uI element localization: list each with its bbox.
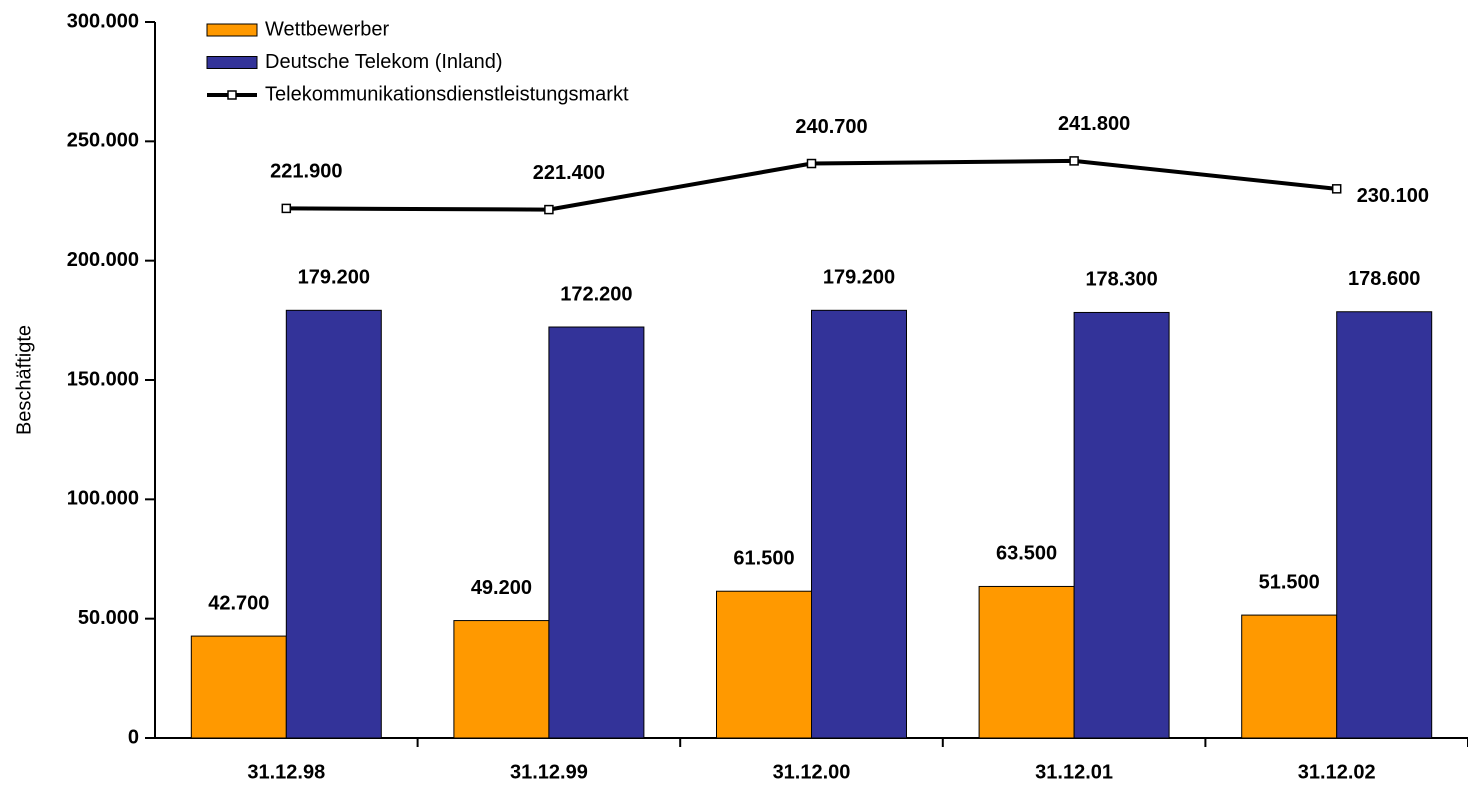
y-tick-label: 300.000 bbox=[67, 10, 139, 32]
line-value-label: 241.800 bbox=[1058, 113, 1130, 135]
legend-label: Wettbewerber bbox=[265, 18, 389, 40]
bar-value-label: 63.500 bbox=[996, 543, 1057, 565]
y-tick-label: 0 bbox=[128, 726, 139, 748]
line-marker bbox=[544, 204, 554, 215]
legend-swatch bbox=[206, 56, 258, 69]
y-tick-label: 150.000 bbox=[67, 368, 139, 390]
line-value-label: 221.900 bbox=[270, 161, 342, 183]
bar bbox=[1336, 311, 1433, 739]
line-marker bbox=[1069, 156, 1079, 166]
y-tick-label: 50.000 bbox=[78, 607, 139, 629]
bar-value-label: 179.200 bbox=[823, 267, 895, 289]
bar-value-label: 178.600 bbox=[1348, 268, 1420, 290]
bar bbox=[811, 309, 907, 739]
legend-label: Deutsche Telekom (Inland) bbox=[265, 51, 503, 73]
bar-value-label: 61.500 bbox=[733, 548, 794, 570]
bar-value-label: 178.300 bbox=[1085, 269, 1157, 291]
bar bbox=[716, 590, 812, 739]
legend-label: Telekommunikationsdienstleistungsmarkt bbox=[265, 83, 629, 105]
bar-value-label: 42.700 bbox=[208, 592, 269, 614]
y-axis-label: Beschäftigte bbox=[13, 325, 35, 435]
bar-value-label: 51.500 bbox=[1259, 571, 1320, 593]
legend-swatch bbox=[227, 90, 237, 100]
y-tick-label: 100.000 bbox=[67, 488, 139, 510]
y-tick-label: 200.000 bbox=[67, 249, 139, 271]
line-value-label: 240.700 bbox=[795, 116, 867, 138]
x-tick-label: 31.12.98 bbox=[247, 761, 325, 783]
bar bbox=[1241, 614, 1338, 739]
bar bbox=[190, 635, 287, 739]
line-marker bbox=[1331, 184, 1342, 194]
bar bbox=[1073, 311, 1170, 739]
bar-value-label: 179.200 bbox=[298, 267, 370, 289]
line-marker bbox=[806, 158, 817, 169]
bar bbox=[978, 585, 1075, 739]
legend-swatch bbox=[206, 23, 258, 37]
x-tick-label: 31.12.01 bbox=[1035, 761, 1113, 783]
line-value-label: 221.400 bbox=[533, 162, 605, 184]
x-tick-label: 31.12.99 bbox=[510, 761, 588, 783]
line-value-label: 230.100 bbox=[1357, 185, 1429, 207]
x-tick-label: 31.12.00 bbox=[773, 761, 851, 783]
bar bbox=[548, 326, 645, 739]
x-tick-label: 31.12.02 bbox=[1298, 761, 1376, 783]
bar-value-label: 172.200 bbox=[560, 283, 632, 305]
y-tick-label: 250.000 bbox=[67, 130, 139, 152]
bar bbox=[285, 309, 382, 739]
bar bbox=[453, 620, 550, 739]
line-marker bbox=[281, 203, 292, 214]
bar-value-label: 49.200 bbox=[471, 577, 532, 599]
